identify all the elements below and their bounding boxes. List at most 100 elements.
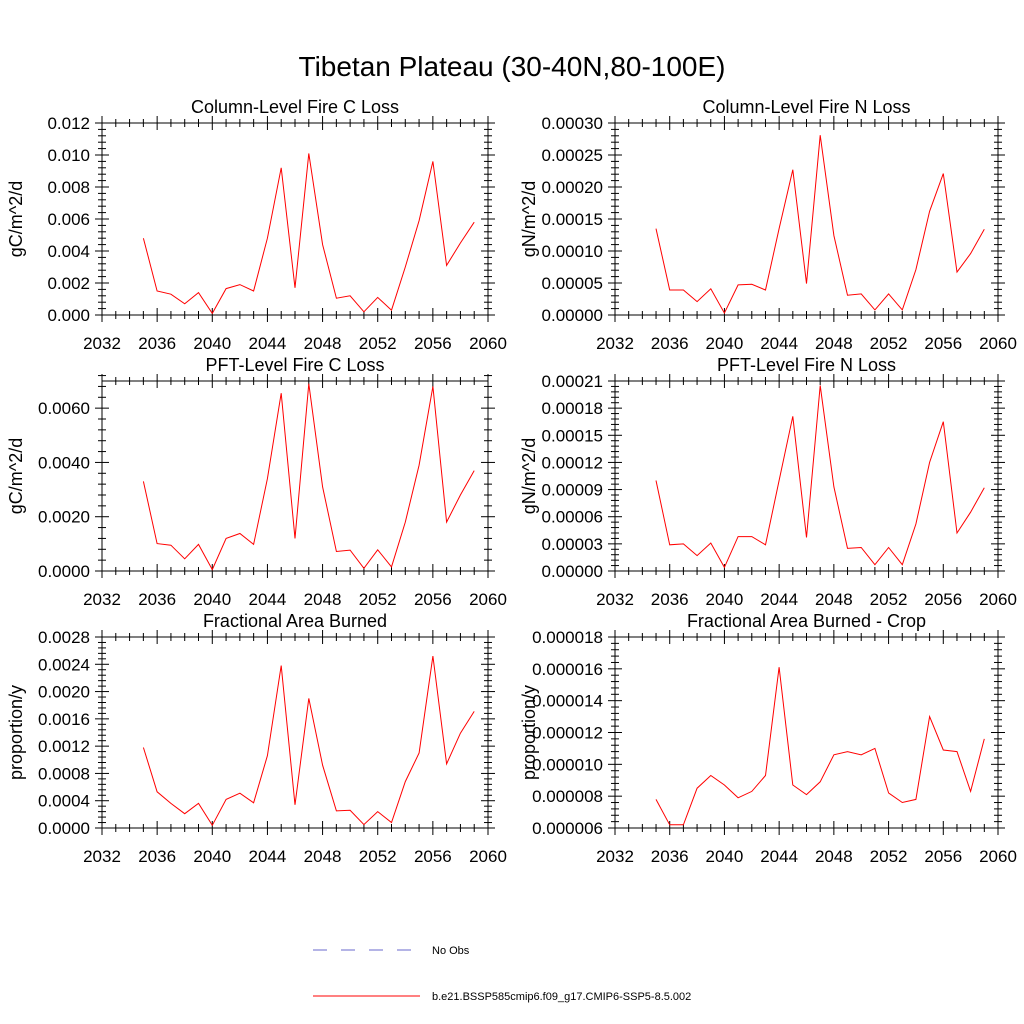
y-tick-label: 0.00000 [542,562,603,581]
chart-panel-6: Fractional Area Burned - Crop proportion/… [519,611,1017,866]
x-tick-label: 2032 [596,590,634,609]
x-tick-label: 2060 [469,847,507,866]
x-tick-label: 2052 [870,847,908,866]
x-tick-label: 2032 [596,847,634,866]
y-tick-label: 0.002 [47,274,90,293]
plot-frame [101,380,489,572]
y-tick-label: 0.00000 [542,306,603,325]
y-axis-label: gN/m^2/d [519,181,539,257]
x-tick-label: 2060 [979,334,1017,353]
x-tick-label: 2056 [414,847,452,866]
x-tick-label: 2032 [83,334,121,353]
y-tick-label: 0.000012 [532,724,603,743]
y-tick-label: 0.00020 [542,178,603,197]
panel-title: Fractional Area Burned [203,611,387,631]
x-tick-label: 2036 [138,590,176,609]
x-tick-label: 2036 [138,334,176,353]
y-tick-label: 0.00009 [542,481,603,500]
series-line [142,656,475,827]
y-tick-label: 0.000014 [532,692,603,711]
y-tick-label: 0.0008 [38,764,90,783]
plot-frame [614,636,999,829]
x-tick-label: 2048 [304,590,342,609]
x-tick-label: 2032 [83,590,121,609]
x-tick-label: 2056 [924,590,962,609]
y-tick-label: 0.00025 [542,146,603,165]
series-line [655,667,985,826]
x-tick-label: 2036 [651,590,689,609]
legend: No Obs b.e21.BSSP585cmip6.f09_g17.CMIP6-S… [313,945,691,1003]
y-tick-label: 0.008 [47,178,90,197]
x-tick-label: 2036 [138,847,176,866]
plot-frame [614,122,999,316]
legend-label: b.e21.BSSP585cmip6.f09_g17.CMIP6-SSP5-8.… [432,991,691,1003]
panels-group: Column-Level Fire C Loss gC/m^2/d 2032 2036… [6,97,1017,866]
y-axis-label: proportion/y [6,685,26,780]
x-tick-label: 2036 [651,334,689,353]
y-tick-label: 0.0012 [38,737,90,756]
y-axis-label: proportion/y [519,685,539,780]
x-tick-label: 2044 [249,334,287,353]
y-tick-label: 0.000018 [532,628,603,647]
x-tick-label: 2040 [193,334,231,353]
y-axis-label: gN/m^2/d [519,438,539,514]
y-tick-label: 0.0004 [38,792,90,811]
x-tick-label: 2048 [815,590,853,609]
x-tick-label: 2060 [979,847,1017,866]
y-tick-label: 0.00015 [542,210,603,229]
panel-title: PFT-Level Fire C Loss [205,355,384,375]
series-line [655,385,985,569]
y-tick-label: 0.004 [47,242,90,261]
y-tick-label: 0.0016 [38,710,90,729]
y-tick-label: 0.000016 [532,660,603,679]
y-tick-label: 0.0028 [38,628,90,647]
x-tick-label: 2060 [979,590,1017,609]
chart-panel-2: Column-Level Fire N Loss gN/m^2/d 2032 2036… [519,97,1017,353]
y-tick-label: 0.00010 [542,242,603,261]
y-axis-label: gC/m^2/d [6,438,26,514]
x-tick-label: 2056 [924,847,962,866]
x-tick-label: 2040 [706,334,744,353]
series-line [142,383,475,571]
y-tick-label: 0.000008 [532,787,603,806]
x-tick-label: 2040 [706,847,744,866]
y-tick-label: 0.0020 [38,683,90,702]
x-tick-label: 2052 [870,334,908,353]
y-tick-label: 0.012 [47,114,90,133]
y-axis-label: gC/m^2/d [6,181,26,257]
series-line [655,135,985,315]
x-tick-label: 2044 [760,847,798,866]
x-tick-label: 2060 [469,590,507,609]
series-line [142,153,475,315]
y-tick-label: 0.000006 [532,819,603,838]
x-tick-label: 2044 [760,334,798,353]
panel-title: PFT-Level Fire N Loss [717,355,896,375]
y-tick-label: 0.00006 [542,508,603,527]
chart-panel-3: PFT-Level Fire C Loss gC/m^2/d 2032 2036 204… [6,355,507,609]
plot-frame [614,380,999,572]
y-tick-label: 0.00005 [542,274,603,293]
x-tick-label: 2056 [414,334,452,353]
y-tick-label: 0.010 [47,146,90,165]
x-tick-label: 2036 [651,847,689,866]
plot-frame [101,636,489,829]
chart-panel-4: PFT-Level Fire N Loss gN/m^2/d 2032 2036 204… [519,355,1017,609]
x-tick-label: 2052 [359,334,397,353]
panel-title: Column-Level Fire C Loss [191,97,399,117]
x-tick-label: 2060 [469,334,507,353]
panel-title: Column-Level Fire N Loss [702,97,910,117]
y-tick-label: 0.00021 [542,372,603,391]
figure-title: Tibetan Plateau (30-40N,80-100E) [299,51,726,82]
x-tick-label: 2052 [359,590,397,609]
panel-title: Fractional Area Burned - Crop [687,611,926,631]
y-tick-label: 0.0020 [38,508,90,527]
x-tick-label: 2056 [414,590,452,609]
x-tick-label: 2052 [870,590,908,609]
y-tick-label: 0.0024 [38,655,90,674]
x-tick-label: 2040 [193,590,231,609]
x-tick-label: 2044 [760,590,798,609]
x-tick-label: 2040 [193,847,231,866]
chart-panel-1: Column-Level Fire C Loss gC/m^2/d 2032 2036… [6,97,507,353]
x-tick-label: 2056 [924,334,962,353]
